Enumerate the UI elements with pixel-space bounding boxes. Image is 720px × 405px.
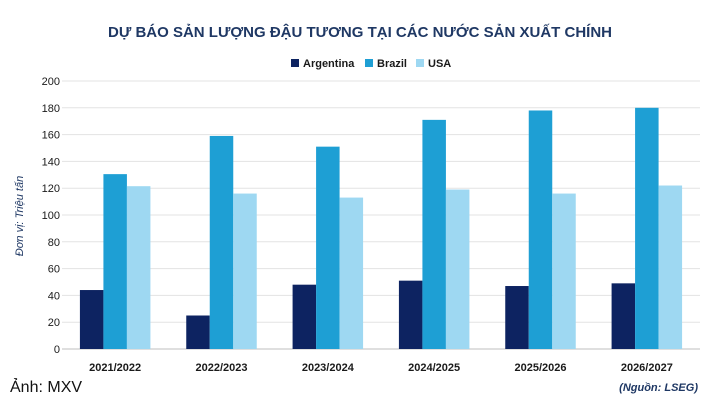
y-tick-label: 120 xyxy=(42,183,60,195)
x-tick-label: 2023/2024 xyxy=(302,362,355,374)
gridlines xyxy=(62,80,700,350)
bar-brazil xyxy=(103,174,127,349)
legend-label-brazil: Brazil xyxy=(377,58,407,70)
x-tick-label: 2024/2025 xyxy=(408,362,460,374)
bar-argentina xyxy=(611,283,636,349)
y-tick-label: 40 xyxy=(48,290,60,302)
y-tick-label: 200 xyxy=(42,76,60,88)
chart-title: DỰ BÁO SẢN LƯỢNG ĐẬU TƯƠNG TẠI CÁC NƯỚC … xyxy=(108,23,612,41)
x-tick-label: 2025/2026 xyxy=(515,362,567,374)
y-tick-label: 180 xyxy=(42,103,60,115)
bar-usa xyxy=(233,193,257,349)
y-tick-label: 60 xyxy=(48,264,60,276)
bar-usa xyxy=(658,185,683,349)
x-axis-labels: 2021/2022 2022/2023 2023/2024 2024/2025 2025… xyxy=(89,362,673,374)
legend-label-usa: USA xyxy=(428,58,451,70)
x-tick-label: 2021/2022 xyxy=(89,362,141,374)
legend-label-argentina: Argentina xyxy=(303,58,355,70)
bar-usa xyxy=(126,186,151,349)
y-tick-label: 140 xyxy=(42,156,60,168)
legend-swatch-brazil xyxy=(365,59,373,67)
bar-argentina xyxy=(186,315,210,349)
bar-brazil xyxy=(528,110,553,349)
y-axis-label: Đơn vị: Triệu tấn xyxy=(14,176,26,256)
bar-usa xyxy=(552,193,576,349)
bar-brazil xyxy=(209,135,234,349)
bar-usa xyxy=(445,189,470,349)
bars xyxy=(79,107,683,349)
y-tick-label: 100 xyxy=(42,210,60,222)
y-tick-label: 80 xyxy=(48,237,60,249)
chart: DỰ BÁO SẢN LƯỢNG ĐẬU TƯƠNG TẠI CÁC NƯỚC … xyxy=(14,23,700,374)
legend: Argentina Brazil USA xyxy=(291,58,451,70)
bar-argentina xyxy=(398,280,423,349)
x-tick-label: 2026/2027 xyxy=(621,362,673,374)
bar-usa xyxy=(339,197,364,349)
bar-brazil xyxy=(422,119,446,349)
legend-swatch-argentina xyxy=(291,59,299,67)
y-tick-label: 0 xyxy=(54,344,60,356)
bar-brazil xyxy=(316,146,340,349)
source-note: (Nguồn: LSEG) xyxy=(619,382,698,394)
bar-brazil xyxy=(635,107,659,349)
y-axis-ticks: 0 20 40 60 80 100 120 140 160 180 200 xyxy=(42,76,60,356)
y-tick-label: 160 xyxy=(42,130,60,142)
bar-argentina xyxy=(292,284,317,349)
legend-swatch-usa xyxy=(416,59,424,67)
y-tick-label: 20 xyxy=(48,317,60,329)
bar-argentina xyxy=(79,290,104,349)
bar-argentina xyxy=(505,286,529,349)
x-tick-label: 2022/2023 xyxy=(196,362,248,374)
image-caption: Ảnh: MXV xyxy=(10,379,83,396)
